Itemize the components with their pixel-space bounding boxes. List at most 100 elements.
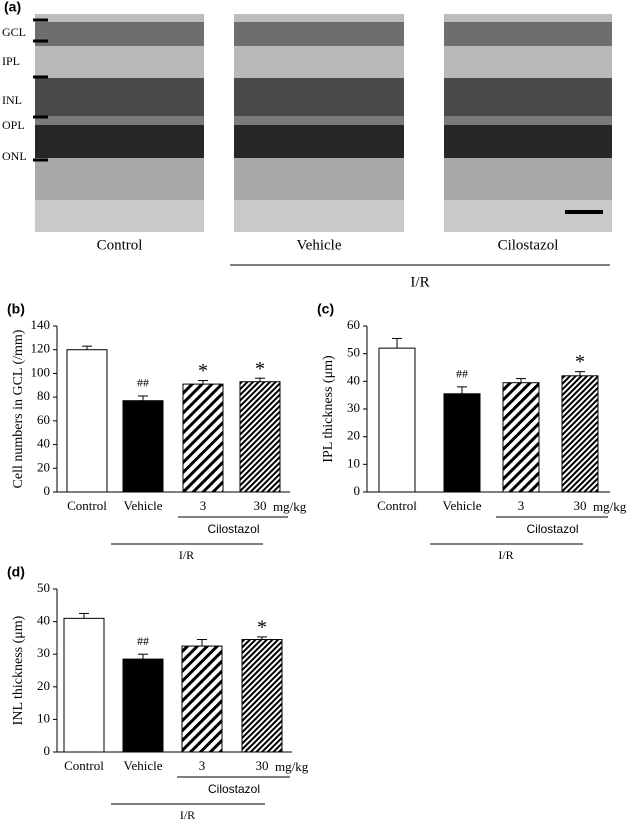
micrograph-layer — [444, 14, 612, 22]
y-tick-label: 50 — [37, 580, 50, 595]
y-tick-label: 30 — [347, 400, 360, 415]
panel-label: (a) — [4, 0, 21, 15]
layer-label: OPL — [2, 118, 25, 132]
group-label: I/R — [180, 808, 195, 822]
group-label: Cilostazol — [207, 522, 259, 536]
micrograph-layer — [444, 46, 612, 78]
significance-mark: * — [255, 358, 265, 380]
significance-mark: ## — [137, 634, 149, 648]
layer-label: INL — [2, 93, 22, 107]
y-tick-label: 0 — [44, 743, 51, 758]
x-tick-label: 3 — [518, 498, 525, 513]
micrograph-layer — [444, 116, 612, 125]
panel-label: (c) — [317, 301, 334, 317]
micrograph-layer — [35, 78, 204, 116]
bar — [181, 645, 223, 753]
bar — [182, 383, 224, 493]
y-tick-label: 120 — [31, 341, 51, 356]
micrograph-layer — [444, 78, 612, 116]
bar — [443, 393, 481, 493]
image-caption: Control — [97, 237, 143, 253]
x-tick-label: 3 — [199, 758, 206, 773]
layer-tick — [33, 39, 48, 43]
y-tick-label: 10 — [37, 710, 50, 725]
y-tick-label: 80 — [37, 388, 50, 403]
micrograph-layer — [35, 158, 204, 200]
image-caption: Vehicle — [297, 237, 342, 253]
panel-label: (b) — [7, 301, 25, 317]
bar — [561, 375, 599, 493]
significance-mark: * — [575, 351, 585, 373]
layer-tick — [33, 18, 48, 22]
x-tick-label: 3 — [200, 498, 207, 513]
micrograph-layer — [444, 158, 612, 200]
micrograph-layer — [234, 125, 404, 158]
y-tick-label: 10 — [347, 455, 360, 470]
micrograph-layer — [35, 22, 204, 46]
significance-mark: ## — [137, 376, 149, 390]
y-tick-label: 20 — [37, 678, 50, 693]
bar — [241, 639, 283, 753]
y-tick-label: 40 — [37, 436, 50, 451]
x-tick-label: Vehicle — [443, 498, 482, 513]
bar — [122, 658, 164, 753]
x-tick-label: Control — [67, 498, 107, 513]
micrograph-layer — [35, 116, 204, 125]
micrograph-layer — [444, 22, 612, 46]
image-caption: Cilostazol — [498, 237, 559, 253]
layer-label: ONL — [2, 149, 27, 163]
bar — [122, 400, 164, 493]
micrograph-layer — [444, 125, 612, 158]
micrograph-layer — [234, 200, 404, 232]
micrograph-layer — [234, 78, 404, 116]
x-tick-label: Control — [377, 498, 417, 513]
y-tick-label: 30 — [37, 645, 50, 660]
significance-mark: * — [198, 360, 208, 382]
y-tick-label: 40 — [37, 613, 50, 628]
y-tick-label: 60 — [347, 317, 360, 332]
micrograph-layer — [35, 200, 204, 232]
group-label: Cilostazol — [208, 782, 260, 796]
y-tick-label: 0 — [354, 483, 361, 498]
layer-tick — [33, 158, 48, 162]
group-label: I/R — [179, 548, 194, 562]
group-label: Cilostazol — [526, 522, 578, 536]
layer-tick — [33, 75, 48, 79]
layer-tick — [33, 115, 48, 119]
x-tick-label: 30 — [256, 758, 269, 773]
group-label: I/R — [410, 274, 429, 290]
y-tick-label: 40 — [347, 372, 360, 387]
micrograph-layer — [234, 22, 404, 46]
bar — [66, 349, 108, 493]
panel-label: (d) — [7, 564, 25, 580]
y-tick-label: 100 — [31, 364, 51, 379]
y-axis-label: Cell numbers in GCL (/mm) — [11, 329, 26, 488]
x-tick-label: Control — [64, 758, 104, 773]
bar — [239, 381, 281, 493]
significance-mark: ## — [456, 367, 468, 381]
significance-mark: * — [257, 617, 267, 639]
y-axis-label: IPL thickness (μm) — [321, 355, 336, 463]
unit-label: mg/kg — [275, 759, 309, 774]
y-tick-label: 140 — [31, 317, 51, 332]
layer-label: GCL — [2, 25, 26, 39]
x-tick-label: 30 — [254, 498, 267, 513]
y-tick-label: 20 — [37, 459, 50, 474]
bar — [378, 347, 416, 493]
y-axis-label: INL thickness (μm) — [11, 615, 26, 725]
y-tick-label: 0 — [44, 483, 51, 498]
bar — [502, 382, 540, 493]
group-label: I/R — [498, 548, 513, 562]
micrograph-layer — [35, 46, 204, 78]
micrograph-layer — [35, 14, 204, 22]
unit-label: mg/kg — [593, 499, 627, 514]
x-tick-label: Vehicle — [124, 758, 163, 773]
micrograph-layer — [35, 125, 204, 158]
y-tick-label: 60 — [37, 412, 50, 427]
micrograph-layer — [234, 14, 404, 22]
bar — [63, 617, 105, 753]
micrograph-layer — [444, 200, 612, 232]
unit-label: mg/kg — [273, 499, 307, 514]
micrograph-layer — [234, 46, 404, 78]
